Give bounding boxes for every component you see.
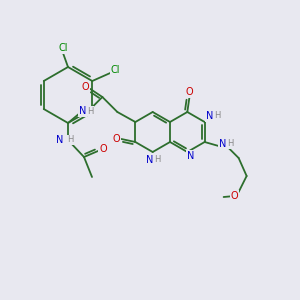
Text: H: H [214, 112, 221, 121]
Text: O: O [185, 87, 193, 97]
Text: N: N [187, 151, 194, 161]
Text: H: H [227, 140, 234, 148]
Text: H: H [154, 155, 161, 164]
Text: N: N [146, 155, 153, 165]
Text: O: O [112, 134, 120, 144]
Text: O: O [82, 82, 89, 92]
Text: N: N [56, 135, 64, 145]
Text: N: N [219, 139, 226, 149]
Text: N: N [206, 111, 213, 121]
Text: Cl: Cl [110, 65, 120, 75]
Text: O: O [231, 191, 239, 201]
Text: N: N [79, 106, 86, 116]
Text: Cl: Cl [58, 43, 68, 53]
Text: H: H [87, 106, 94, 116]
Text: O: O [99, 144, 107, 154]
Text: H: H [67, 136, 73, 145]
